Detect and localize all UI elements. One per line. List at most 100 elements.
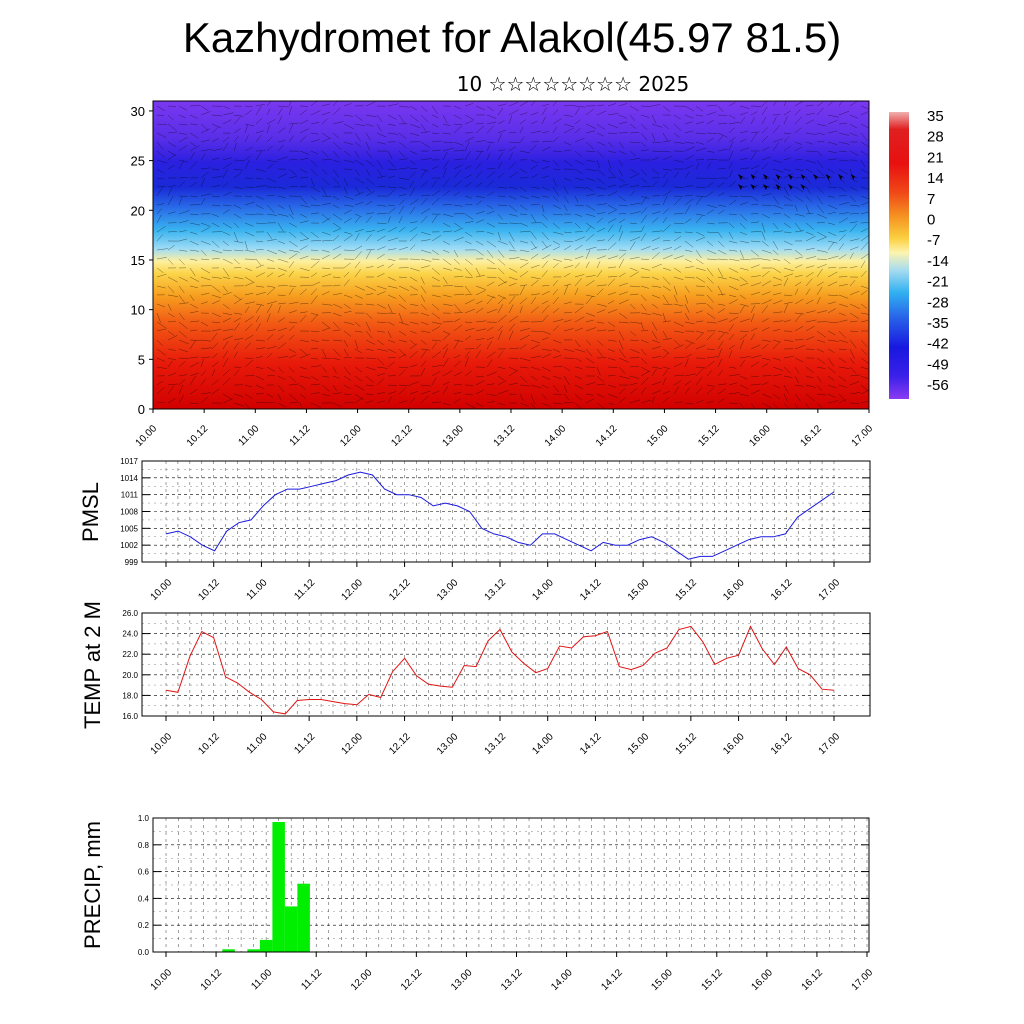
y-tick-label: 16.0 (122, 712, 138, 721)
x-tick-label: 11.12 (299, 967, 324, 992)
temp-ylabel: TEMP at 2 M (80, 601, 105, 729)
x-tick-label: 15.12 (699, 967, 725, 993)
y-tick-label: 26.0 (122, 609, 138, 618)
wind-arrow (750, 184, 758, 190)
y-tick-label: 1011 (121, 491, 139, 500)
precip-bar (259, 939, 273, 952)
heatmap-x-tick-label: 10.00 (134, 423, 160, 449)
wind-arrow (775, 184, 783, 190)
temp-panel: 16.0 18.0 20.0 22.0 24.0 26.0 10.00 10.12 11.00… (80, 601, 871, 757)
precip-grid (153, 817, 869, 953)
precip-bar (284, 906, 298, 952)
x-tick-label: 12.00 (340, 577, 366, 603)
y-tick-label: 18.0 (122, 691, 138, 700)
heatmap-y-tick-label: 5 (138, 352, 145, 367)
x-tick-label: 10.12 (196, 731, 222, 757)
pmsl-ylabel: PMSL (78, 482, 103, 542)
x-tick-label: 16.12 (800, 967, 826, 993)
colorbar-label: -14 (927, 253, 949, 270)
x-tick-label: 13.00 (435, 577, 461, 603)
x-tick-label: 15.12 (674, 577, 700, 603)
precip-y-axis: 0.0 0.2 0.4 0.6 0.8 1.0 (138, 814, 869, 957)
y-tick-label: 1.0 (138, 814, 150, 823)
wind-arrow (763, 174, 770, 180)
x-tick-label: 13.00 (435, 731, 461, 757)
colorbar-label: -35 (927, 315, 949, 332)
x-tick-label: 10.12 (196, 577, 222, 603)
wind-vector-field (156, 101, 869, 409)
x-tick-label: 16.00 (721, 731, 747, 757)
wind-arrow (763, 184, 770, 190)
chart-title: Kazhydromet for Alakol(45.97 81.5) (182, 14, 842, 61)
heatmap-x-tick-label: 15.00 (645, 423, 671, 449)
x-tick-label: 11.00 (245, 577, 270, 602)
x-tick-label: 11.12 (292, 731, 317, 756)
x-tick-label: 17.00 (817, 577, 843, 603)
heatmap-x-tick-label: 13.12 (492, 423, 518, 449)
precip-x-axis: 10.00 10.12 11.00 11.12 12.00 12.12 13.00 13.12… (149, 952, 876, 993)
x-tick-label: 12.00 (340, 731, 366, 757)
temp-x-axis: 10.00 10.12 11.00 11.12 12.00 12.12 13.00 13.12… (149, 716, 842, 757)
x-tick-label: 15.00 (626, 731, 652, 757)
wind-arrow (788, 184, 795, 190)
y-tick-label: 20.0 (122, 671, 138, 680)
wind-arrow (850, 174, 858, 180)
temp-series-line (165, 625, 835, 715)
x-tick-label: 11.12 (292, 577, 317, 602)
heatmap-y-tick-label: 30 (131, 104, 145, 119)
temp-y-axis: 16.0 18.0 20.0 22.0 24.0 26.0 (122, 609, 870, 721)
x-tick-label: 12.12 (387, 731, 413, 757)
precip-ylabel: PRECIP, mm (80, 821, 105, 949)
y-tick-label: 0.6 (138, 868, 150, 877)
wind-arrow (800, 174, 808, 180)
colorbar-gradient (889, 112, 909, 399)
heatmap-y-tick-label: 25 (131, 154, 145, 169)
heatmap-y-axis: 0 5 10 15 20 25 30 (131, 104, 153, 417)
heatmap-x-tick-label: 13.00 (441, 423, 467, 449)
x-tick-label: 10.00 (149, 967, 175, 993)
colorbar-label: -56 (927, 377, 949, 394)
x-tick-label: 16.12 (769, 577, 795, 603)
pmsl-x-axis: 10.00 10.12 11.00 11.12 12.00 12.12 13.00 13.12… (149, 562, 843, 603)
x-tick-label: 10.00 (149, 577, 175, 603)
wind-arrow (750, 174, 758, 180)
wind-arrow (738, 174, 745, 180)
heatmap-x-tick-label: 12.00 (338, 423, 364, 449)
colorbar-label: -7 (927, 232, 940, 249)
x-tick-label: 16.00 (750, 967, 776, 993)
wind-arrow (788, 174, 795, 180)
pmsl-panel: 999 1002 1005 1008 1011 1014 1017 10.00 10.12 11… (78, 457, 871, 603)
y-tick-label: 0.2 (138, 921, 150, 930)
heatmap-x-tick-label: 11.12 (288, 423, 313, 448)
x-tick-label: 13.00 (449, 967, 475, 993)
wind-arrow (813, 174, 820, 180)
y-tick-label: 22.0 (122, 650, 138, 659)
x-tick-label: 11.00 (245, 731, 270, 756)
heatmap-x-tick-label: 16.12 (799, 423, 825, 449)
x-tick-label: 14.00 (530, 731, 556, 757)
x-tick-label: 12.00 (349, 967, 375, 993)
pmsl-series-line (165, 471, 835, 560)
x-tick-label: 15.00 (649, 967, 675, 993)
heatmap-x-tick-label: 14.00 (543, 423, 569, 449)
x-tick-label: 17.00 (850, 967, 876, 993)
colorbar-label: -42 (927, 336, 949, 353)
heatmap-y-tick-label: 15 (131, 253, 145, 268)
x-tick-label: 10.12 (199, 967, 225, 993)
precip-bar (272, 822, 285, 952)
colorbar-label: 28 (927, 129, 944, 146)
colorbar-labels: 35 28 21 14 7 0 -7 -14 -21 -28 -35 -42 -49 -56 (927, 108, 949, 394)
wind-arrow (838, 174, 845, 180)
y-tick-label: 24.0 (122, 630, 138, 639)
x-tick-label: 15.00 (626, 577, 652, 603)
heatmap-y-tick-label: 0 (138, 402, 145, 417)
colorbar: 35 28 21 14 7 0 -7 -14 -21 -28 -35 -42 -49 -56 (889, 108, 949, 399)
colorbar-label: -49 (927, 356, 949, 373)
precip-frame (152, 817, 870, 953)
colorbar-label: -21 (927, 274, 949, 291)
x-tick-label: 13.12 (483, 577, 509, 603)
colorbar-label: 0 (927, 212, 935, 229)
x-tick-label: 14.12 (578, 577, 604, 603)
precip-bar (222, 949, 235, 952)
